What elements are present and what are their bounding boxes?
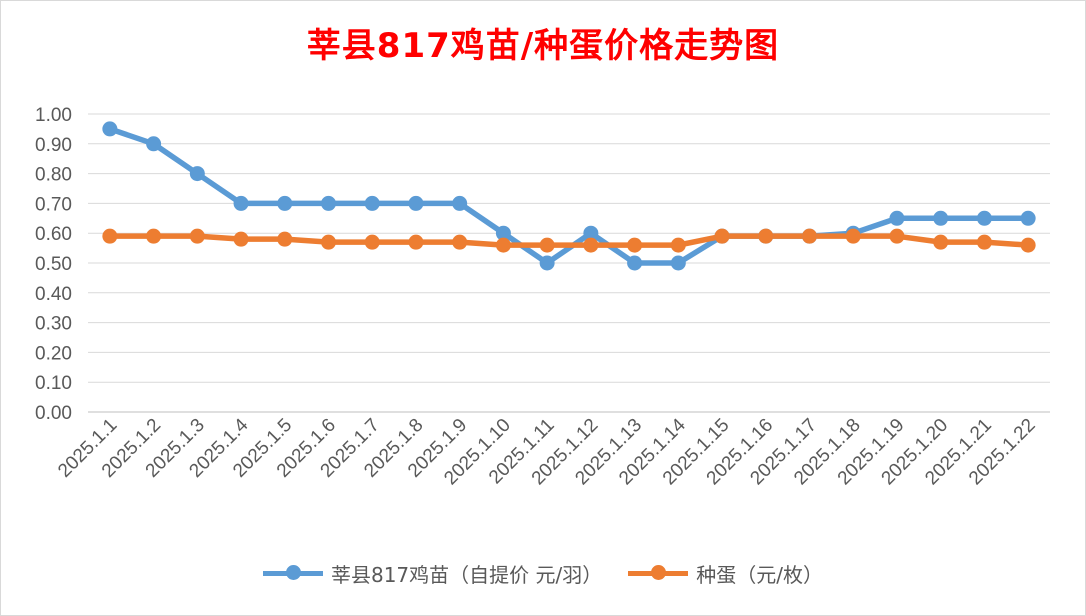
y-tick-label: 0.90: [35, 135, 72, 156]
legend-label-chick: 莘县817鸡苗（自提价 元/羽）: [330, 562, 603, 587]
data-point-series-1: [627, 237, 643, 253]
legend-item-egg: 种蛋（元/枚）: [628, 559, 823, 588]
data-point-series-1: [583, 237, 599, 253]
legend: 莘县817鸡苗（自提价 元/羽） 种蛋（元/枚）: [0, 556, 1086, 590]
data-point-series-1: [146, 228, 162, 244]
data-point-series-1: [189, 228, 205, 244]
data-point-series-0: [976, 210, 992, 226]
series-lines: [107, 126, 1031, 266]
data-point-series-1: [845, 228, 861, 244]
data-point-series-0: [933, 210, 949, 226]
series-line-0: [107, 126, 1031, 266]
data-point-series-1: [452, 234, 468, 250]
data-point-series-1: [277, 231, 293, 247]
series-line-1: [107, 233, 1031, 248]
data-point-series-1: [714, 228, 730, 244]
legend-swatch-chick: [262, 565, 323, 581]
data-point-series-0: [189, 166, 205, 182]
x-axis-ticks: 2025.1.12025.1.22025.1.32025.1.42025.1.5…: [54, 414, 1039, 489]
chart-title: 莘县817鸡苗/种蛋价格走势图: [306, 26, 780, 66]
gridlines: [88, 113, 1050, 413]
data-point-series-0: [495, 225, 511, 241]
y-tick-label: 0.20: [35, 343, 72, 364]
series-points: [102, 121, 1036, 271]
data-point-series-0: [1020, 210, 1036, 226]
data-point-series-1: [102, 228, 118, 244]
y-tick-label: 0.80: [35, 165, 72, 186]
data-point-series-0: [146, 136, 162, 152]
y-tick-label: 0.70: [35, 194, 72, 215]
data-point-series-0: [408, 195, 424, 211]
y-tick-label: 1.00: [35, 105, 72, 126]
data-point-series-1: [889, 228, 905, 244]
data-point-series-0: [102, 121, 118, 137]
data-point-series-1: [408, 234, 424, 250]
y-axis-ticks: 0.00 0.10 0.20 0.30 0.40 0.50 0.60 0.70 0.80 0.90…: [35, 105, 72, 424]
data-point-series-1: [758, 228, 774, 244]
data-point-series-0: [452, 195, 468, 211]
data-point-series-0: [889, 210, 905, 226]
data-point-series-1: [321, 234, 336, 250]
y-tick-label: 0.60: [35, 224, 72, 245]
data-point-series-1: [670, 237, 686, 253]
data-point-series-1: [233, 231, 249, 247]
data-point-series-1: [539, 237, 555, 253]
y-tick-label: 0.00: [35, 403, 72, 424]
data-point-series-0: [233, 195, 249, 211]
data-point-series-0: [670, 255, 686, 271]
y-tick-label: 0.30: [35, 314, 72, 335]
data-point-series-0: [364, 195, 380, 211]
data-point-series-1: [1020, 237, 1036, 253]
data-point-series-0: [321, 195, 336, 211]
data-point-series-1: [495, 237, 511, 253]
legend-item-chick: 莘县817鸡苗（自提价 元/羽）: [262, 559, 603, 588]
data-point-series-1: [364, 234, 380, 250]
data-point-series-0: [627, 255, 643, 271]
data-point-series-0: [277, 195, 293, 211]
y-tick-label: 0.50: [35, 254, 72, 275]
y-tick-label: 0.40: [35, 284, 72, 305]
data-point-series-0: [583, 225, 599, 241]
y-tick-label: 0.10: [35, 373, 72, 394]
data-point-series-1: [802, 228, 817, 244]
legend-swatch-egg: [628, 565, 689, 581]
data-point-series-1: [976, 234, 992, 250]
legend-label-egg: 种蛋（元/枚）: [696, 562, 824, 587]
data-point-series-1: [933, 234, 949, 250]
data-point-series-0: [539, 255, 555, 271]
